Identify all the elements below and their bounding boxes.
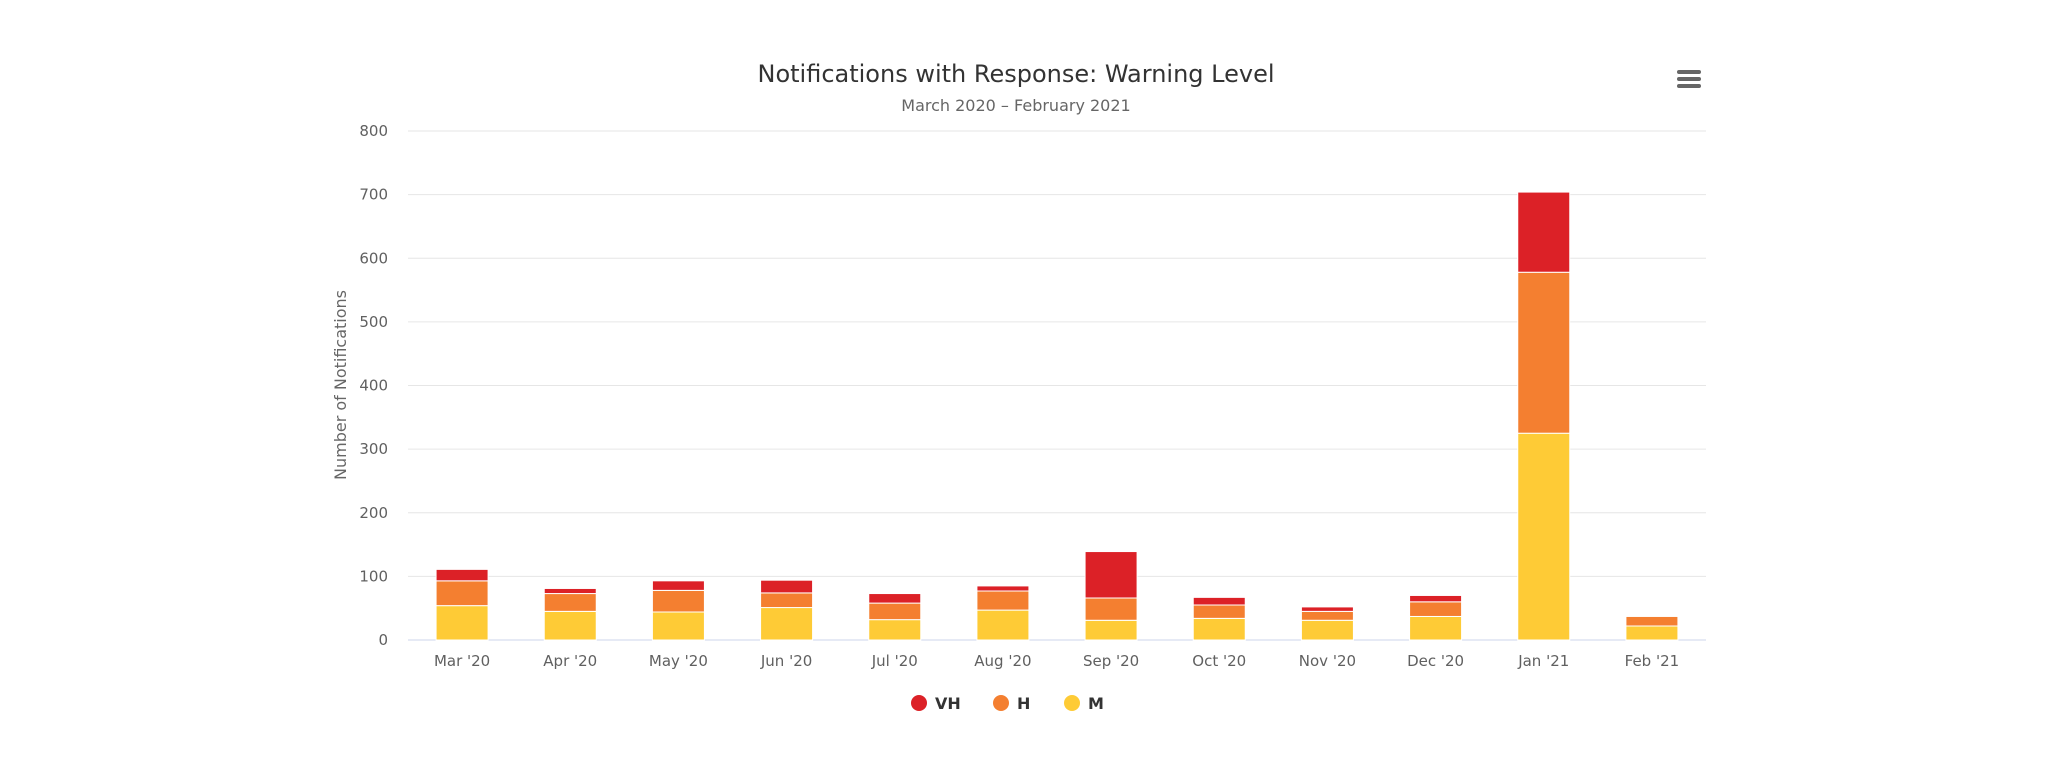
bar-h-1[interactable] (543, 593, 597, 612)
bar-h-11[interactable] (1625, 615, 1679, 627)
y-axis-ticks: 0 100 200 300 400 500 600 700 800 (359, 122, 388, 649)
legend-label: H (1017, 694, 1030, 713)
x-tick-label: Jan '21 (1517, 652, 1569, 670)
bar-m-7[interactable] (1192, 617, 1246, 641)
y-axis-title: Number of Notifications (331, 290, 350, 480)
y-tick-label: 200 (359, 504, 388, 522)
x-tick-label: Feb '21 (1625, 652, 1680, 670)
bar-series (435, 191, 1679, 641)
bar-m-11[interactable] (1625, 625, 1679, 641)
hamburger-menu-icon[interactable] (1676, 68, 1702, 90)
bar-h-2[interactable] (651, 589, 705, 613)
bar-h-7[interactable] (1192, 604, 1246, 619)
x-tick-label: Aug '20 (974, 652, 1031, 670)
x-tick-label: Sep '20 (1083, 652, 1139, 670)
bar-vh-1[interactable] (543, 587, 597, 595)
bar-h-3[interactable] (760, 592, 814, 609)
bar-vh-4[interactable] (868, 593, 922, 604)
y-tick-label: 400 (359, 377, 388, 395)
bar-h-5[interactable] (976, 590, 1030, 611)
x-axis-ticks: Mar '20 Apr '20 May '20 Jun '20 Jul '20 Aug '… (434, 652, 1679, 670)
x-tick-label: Apr '20 (543, 652, 597, 670)
bar-h-8[interactable] (1300, 610, 1354, 621)
chart-subtitle: March 2020 – February 2021 (901, 96, 1130, 115)
y-tick-label: 800 (359, 122, 388, 140)
bar-vh-5[interactable] (976, 585, 1030, 592)
bar-vh-2[interactable] (651, 580, 705, 591)
bar-m-0[interactable] (435, 605, 489, 641)
y-tick-label: 100 (359, 567, 388, 585)
x-tick-label: Jun '20 (760, 652, 812, 670)
legend-label: VH (935, 694, 961, 713)
bar-h-10[interactable] (1517, 271, 1571, 434)
y-tick-label: 0 (378, 631, 388, 649)
grid-lines (408, 130, 1706, 641)
bar-vh-10[interactable] (1517, 191, 1571, 273)
bar-h-6[interactable] (1084, 597, 1138, 621)
bar-m-8[interactable] (1300, 619, 1354, 641)
legend-marker (1064, 695, 1080, 711)
legend-label: M (1088, 694, 1104, 713)
legend-item-vh[interactable]: VH (911, 694, 961, 713)
bar-m-9[interactable] (1409, 615, 1463, 641)
legend-marker (911, 695, 927, 711)
bar-m-1[interactable] (543, 610, 597, 641)
y-tick-label: 600 (359, 249, 388, 267)
bar-m-6[interactable] (1084, 619, 1138, 641)
legend-item-m[interactable]: M (1064, 694, 1104, 713)
x-tick-label: Dec '20 (1407, 652, 1464, 670)
chart-title: Notifications with Response: Warning Lev… (757, 60, 1274, 88)
x-tick-label: Mar '20 (434, 652, 490, 670)
bar-vh-9[interactable] (1409, 594, 1463, 603)
bar-vh-6[interactable] (1084, 551, 1138, 599)
x-tick-label: Nov '20 (1299, 652, 1356, 670)
bar-h-0[interactable] (435, 580, 489, 607)
legend: VH H M (911, 694, 1104, 713)
bar-m-2[interactable] (651, 611, 705, 641)
y-tick-label: 300 (359, 440, 388, 458)
y-tick-label: 700 (359, 186, 388, 204)
bar-h-9[interactable] (1409, 601, 1463, 617)
bar-vh-0[interactable] (435, 568, 489, 582)
x-tick-label: May '20 (649, 652, 708, 670)
bar-h-4[interactable] (868, 602, 922, 621)
x-tick-label: Jul '20 (871, 652, 918, 670)
bar-m-4[interactable] (868, 619, 922, 641)
x-tick-label: Oct '20 (1192, 652, 1246, 670)
legend-marker (993, 695, 1009, 711)
bar-m-5[interactable] (976, 609, 1030, 641)
bar-vh-7[interactable] (1192, 596, 1246, 606)
bar-vh-8[interactable] (1300, 606, 1354, 612)
y-tick-label: 500 (359, 313, 388, 331)
bar-vh-3[interactable] (760, 579, 814, 594)
legend-item-h[interactable]: H (993, 694, 1030, 713)
bar-m-3[interactable] (760, 607, 814, 641)
bar-m-10[interactable] (1517, 432, 1571, 641)
